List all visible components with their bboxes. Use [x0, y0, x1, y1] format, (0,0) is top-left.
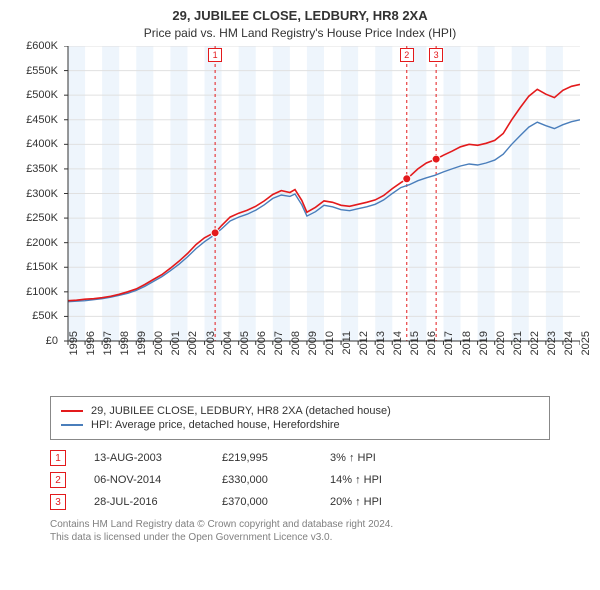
sales-list: 1 13-AUG-2003 £219,995 3% ↑ HPI 2 06-NOV-2014… [50, 450, 550, 510]
chart-area: £0 £50K £100K £150K £200K £250K £300K £350K £400… [20, 46, 580, 386]
footer-attribution: Contains HM Land Registry data © Crown c… [50, 518, 550, 544]
x-axis-tick-label: 2015 [409, 331, 421, 371]
x-axis-tick-label: 1997 [102, 331, 114, 371]
x-axis-tick-label: 2019 [478, 331, 490, 371]
x-axis-tick-label: 1995 [68, 331, 80, 371]
y-axis-tick-label: £550K [18, 65, 58, 77]
x-axis-tick-label: 2018 [461, 331, 473, 371]
x-axis-tick-label: 2021 [512, 331, 524, 371]
x-axis-tick-label: 2014 [392, 331, 404, 371]
chart-title: 29, JUBILEE CLOSE, LEDBURY, HR8 2XA [10, 8, 590, 23]
legend-color-swatch [61, 410, 83, 412]
x-axis-tick-label: 2001 [170, 331, 182, 371]
y-axis-tick-label: £150K [18, 261, 58, 273]
x-axis-tick-label: 2011 [341, 331, 353, 371]
sale-diff: 14% ↑ HPI [330, 474, 420, 486]
sale-diff: 20% ↑ HPI [330, 496, 420, 508]
sale-row: 1 13-AUG-2003 £219,995 3% ↑ HPI [50, 450, 550, 466]
sale-row-badge: 1 [50, 450, 66, 466]
x-axis-tick-label: 2005 [239, 331, 251, 371]
x-axis-tick-label: 2013 [375, 331, 387, 371]
y-axis-tick-label: £600K [18, 40, 58, 52]
sale-row-badge: 2 [50, 472, 66, 488]
sale-marker-badge: 1 [208, 48, 222, 62]
y-axis-tick-label: £250K [18, 212, 58, 224]
x-axis-tick-label: 2009 [307, 331, 319, 371]
sale-price: £330,000 [222, 474, 302, 486]
legend: 29, JUBILEE CLOSE, LEDBURY, HR8 2XA (det… [50, 396, 550, 440]
sale-price: £370,000 [222, 496, 302, 508]
x-axis-tick-label: 2003 [205, 331, 217, 371]
x-axis-tick-label: 2012 [358, 331, 370, 371]
x-axis-tick-label: 1996 [85, 331, 97, 371]
title-block: 29, JUBILEE CLOSE, LEDBURY, HR8 2XA Pric… [10, 8, 590, 40]
y-axis-tick-label: £50K [18, 310, 58, 322]
x-axis-tick-label: 1998 [119, 331, 131, 371]
footer-line-2: This data is licensed under the Open Gov… [50, 531, 550, 544]
x-axis-tick-label: 2016 [426, 331, 438, 371]
x-axis-tick-label: 2010 [324, 331, 336, 371]
x-axis-tick-label: 2007 [273, 331, 285, 371]
chart-subtitle: Price paid vs. HM Land Registry's House … [10, 26, 590, 40]
legend-row: 29, JUBILEE CLOSE, LEDBURY, HR8 2XA (det… [61, 405, 539, 417]
y-axis-tick-label: £450K [18, 114, 58, 126]
footer-line-1: Contains HM Land Registry data © Crown c… [50, 518, 550, 531]
y-axis-tick-label: £0 [18, 335, 58, 347]
sale-row: 2 06-NOV-2014 £330,000 14% ↑ HPI [50, 472, 550, 488]
x-axis-tick-label: 2025 [580, 331, 592, 371]
sale-date: 13-AUG-2003 [94, 452, 194, 464]
sale-marker-badge: 2 [400, 48, 414, 62]
x-axis-tick-label: 2004 [222, 331, 234, 371]
y-axis-tick-label: £350K [18, 163, 58, 175]
x-axis-tick-label: 2022 [529, 331, 541, 371]
legend-label: HPI: Average price, detached house, Here… [91, 419, 340, 431]
sale-diff: 3% ↑ HPI [330, 452, 420, 464]
sale-row: 3 28-JUL-2016 £370,000 20% ↑ HPI [50, 494, 550, 510]
x-axis-tick-label: 2008 [290, 331, 302, 371]
y-axis-tick-label: £100K [18, 286, 58, 298]
y-axis-tick-label: £200K [18, 237, 58, 249]
legend-row: HPI: Average price, detached house, Here… [61, 419, 539, 431]
x-axis-tick-label: 2017 [443, 331, 455, 371]
legend-label: 29, JUBILEE CLOSE, LEDBURY, HR8 2XA (det… [91, 405, 391, 417]
x-axis-tick-label: 2002 [187, 331, 199, 371]
sale-date: 28-JUL-2016 [94, 496, 194, 508]
sale-price: £219,995 [222, 452, 302, 464]
sale-date: 06-NOV-2014 [94, 474, 194, 486]
y-axis-tick-label: £500K [18, 89, 58, 101]
legend-color-swatch [61, 424, 83, 426]
y-axis-tick-label: £400K [18, 138, 58, 150]
x-axis-tick-label: 2006 [256, 331, 268, 371]
x-axis-tick-label: 2024 [563, 331, 575, 371]
y-axis-tick-label: £300K [18, 188, 58, 200]
sale-marker-badge: 3 [429, 48, 443, 62]
x-axis-tick-label: 2000 [153, 331, 165, 371]
x-axis-tick-label: 2020 [495, 331, 507, 371]
x-axis-tick-label: 2023 [546, 331, 558, 371]
x-axis-tick-label: 1999 [136, 331, 148, 371]
sale-row-badge: 3 [50, 494, 66, 510]
